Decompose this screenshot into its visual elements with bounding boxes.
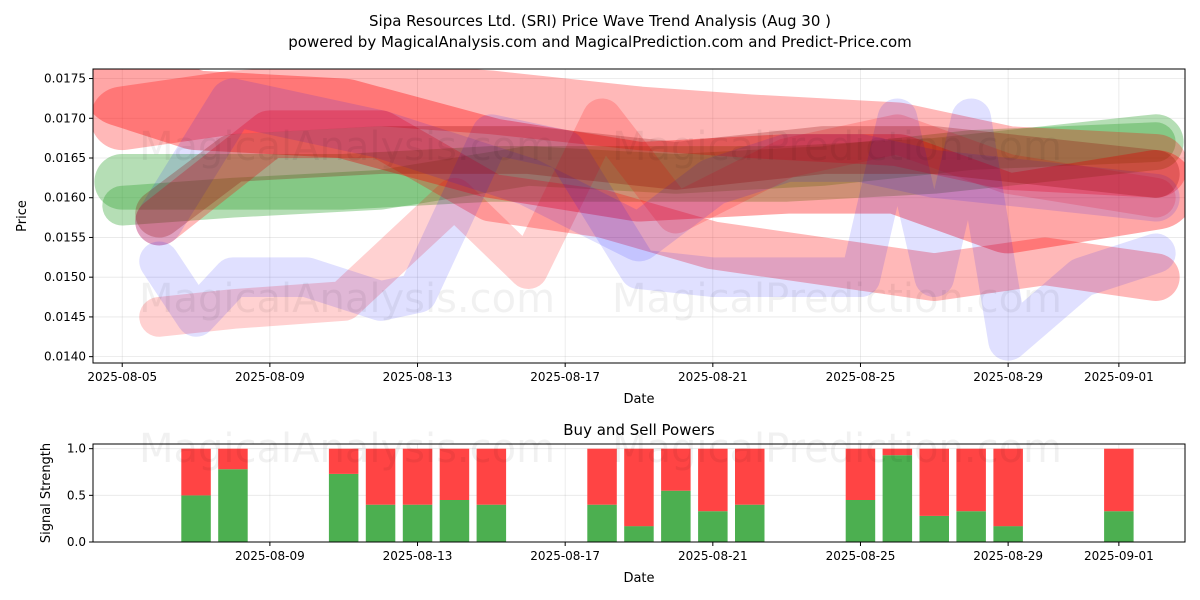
price-wave-band-5 — [135, 110, 1180, 302]
sell-bar — [735, 448, 765, 505]
sell-bar — [661, 448, 691, 491]
sell-bar — [845, 448, 876, 500]
sell-bar — [1104, 448, 1134, 512]
price-y-tick-label: 0.0145 — [44, 310, 86, 324]
watermark-prediction-signal: MagicalPrediction.com — [612, 426, 1062, 472]
signal-plot-frame — [92, 443, 1186, 543]
price-wave-band-2 — [102, 122, 1176, 226]
buy-bar — [735, 504, 765, 542]
sell-bar — [476, 448, 507, 505]
signal-y-tick-label: 0.0 — [67, 535, 86, 549]
buy-bar — [218, 469, 248, 542]
signal-x-tick-label: 2025-08-29 — [973, 549, 1043, 563]
sell-bar — [698, 448, 728, 512]
buy-bar — [439, 500, 470, 542]
watermark-analysis-lower: MagicalAnalysis.com — [139, 276, 555, 322]
price-y-tick-label: 0.0150 — [44, 270, 86, 284]
signal-y-tick-label: 1.0 — [67, 442, 86, 456]
buy-bar — [402, 504, 433, 542]
signal-chart-title: Buy and Sell Powers — [563, 421, 715, 439]
buy-bar — [993, 526, 1023, 542]
price-wave-band-9 — [135, 126, 1180, 238]
price-y-ticks: 0.0140 0.0145 0.0150 0.0155 0.0160 0.0165 0.01… — [44, 72, 93, 364]
signal-y-axis-title: Signal Strength — [39, 443, 54, 543]
sell-bar — [439, 448, 470, 500]
price-chart: MagicalAnalysis.com MagicalPrediction.co… — [15, 68, 1186, 407]
price-plot-frame — [92, 68, 1186, 364]
signal-chart: Buy and Sell Powers MagicalAnalysis.com … — [39, 421, 1186, 586]
sell-bar — [181, 448, 211, 496]
sell-bar — [218, 448, 248, 470]
sell-bar — [956, 448, 986, 512]
price-x-tick-label: 2025-08-13 — [383, 370, 453, 384]
price-wave-band-7 — [139, 98, 1176, 361]
price-wave-band-8 — [135, 78, 1180, 262]
sell-bar — [587, 448, 617, 505]
price-x-tick-label: 2025-08-17 — [530, 370, 600, 384]
signal-x-tick-label: 2025-08-21 — [678, 549, 748, 563]
price-x-tick-label: 2025-08-21 — [678, 370, 748, 384]
price-x-tick-label: 2025-08-05 — [87, 370, 157, 384]
signal-y-ticks: 0.0 0.5 1.0 — [67, 442, 93, 549]
price-wave-band-3 — [93, 69, 1185, 254]
price-x-ticks: 2025-08-05 2025-08-09 2025-08-13 2025-08-17… — [87, 363, 1154, 384]
price-x-tick-label: 2025-08-09 — [235, 370, 305, 384]
price-x-tick-label: 2025-09-01 — [1084, 370, 1154, 384]
watermark-analysis-signal: MagicalAnalysis.com — [139, 426, 555, 472]
buy-bar — [845, 500, 876, 542]
sell-bar — [993, 448, 1023, 527]
chart-subtitle: powered by MagicalAnalysis.com and Magic… — [288, 33, 912, 51]
price-wave-band-6 — [139, 98, 1176, 337]
signal-x-axis-title: Date — [623, 571, 654, 586]
sell-bar — [328, 448, 359, 474]
watermark-analysis: MagicalAnalysis.com — [139, 124, 555, 170]
sell-bar — [402, 448, 433, 505]
buy-bar — [587, 504, 617, 542]
price-y-tick-label: 0.0175 — [44, 72, 86, 86]
buy-bar — [661, 490, 691, 542]
price-y-tick-label: 0.0140 — [44, 350, 86, 364]
watermark-prediction: MagicalPrediction.com — [612, 124, 1062, 170]
chart-title: Sipa Resources Ltd. (SRI) Price Wave Tre… — [369, 12, 831, 30]
price-x-tick-label: 2025-08-29 — [973, 370, 1043, 384]
buy-bar — [919, 515, 949, 542]
price-x-axis-title: Date — [623, 392, 654, 407]
buy-bar — [956, 511, 986, 542]
price-grid — [93, 69, 1185, 363]
price-wave-bands — [93, 69, 1185, 361]
signal-x-tick-label: 2025-08-17 — [530, 549, 600, 563]
sell-bar — [919, 448, 949, 516]
buy-bar — [328, 473, 359, 542]
price-y-axis-title: Price — [15, 200, 30, 232]
signal-bars — [181, 448, 1134, 542]
buy-bar — [476, 504, 507, 542]
signal-x-ticks: 2025-08-09 2025-08-13 2025-08-17 2025-08-21… — [235, 542, 1154, 563]
sell-bar — [365, 448, 396, 505]
price-wave-band-4 — [93, 69, 1185, 198]
price-y-tick-label: 0.0155 — [44, 230, 86, 244]
signal-x-tick-label: 2025-08-25 — [826, 549, 896, 563]
price-x-tick-label: 2025-08-25 — [826, 370, 896, 384]
signal-x-tick-label: 2025-08-09 — [235, 549, 305, 563]
signal-y-tick-label: 0.5 — [67, 488, 86, 502]
buy-bar — [1104, 511, 1134, 542]
price-y-tick-label: 0.0160 — [44, 191, 86, 205]
price-wave-band-1 — [94, 114, 1184, 210]
signal-x-tick-label: 2025-08-13 — [383, 549, 453, 563]
price-y-tick-label: 0.0165 — [44, 151, 86, 165]
watermark-prediction-lower: MagicalPrediction.com — [612, 276, 1062, 322]
buy-bar — [181, 495, 211, 542]
sell-bar — [624, 448, 654, 527]
buy-bar — [698, 511, 728, 542]
signal-x-tick-label: 2025-09-01 — [1084, 549, 1154, 563]
sell-bar — [882, 448, 913, 456]
buy-bar — [624, 526, 654, 542]
buy-bar — [365, 504, 396, 542]
price-y-tick-label: 0.0170 — [44, 111, 86, 125]
buy-bar — [882, 455, 913, 542]
